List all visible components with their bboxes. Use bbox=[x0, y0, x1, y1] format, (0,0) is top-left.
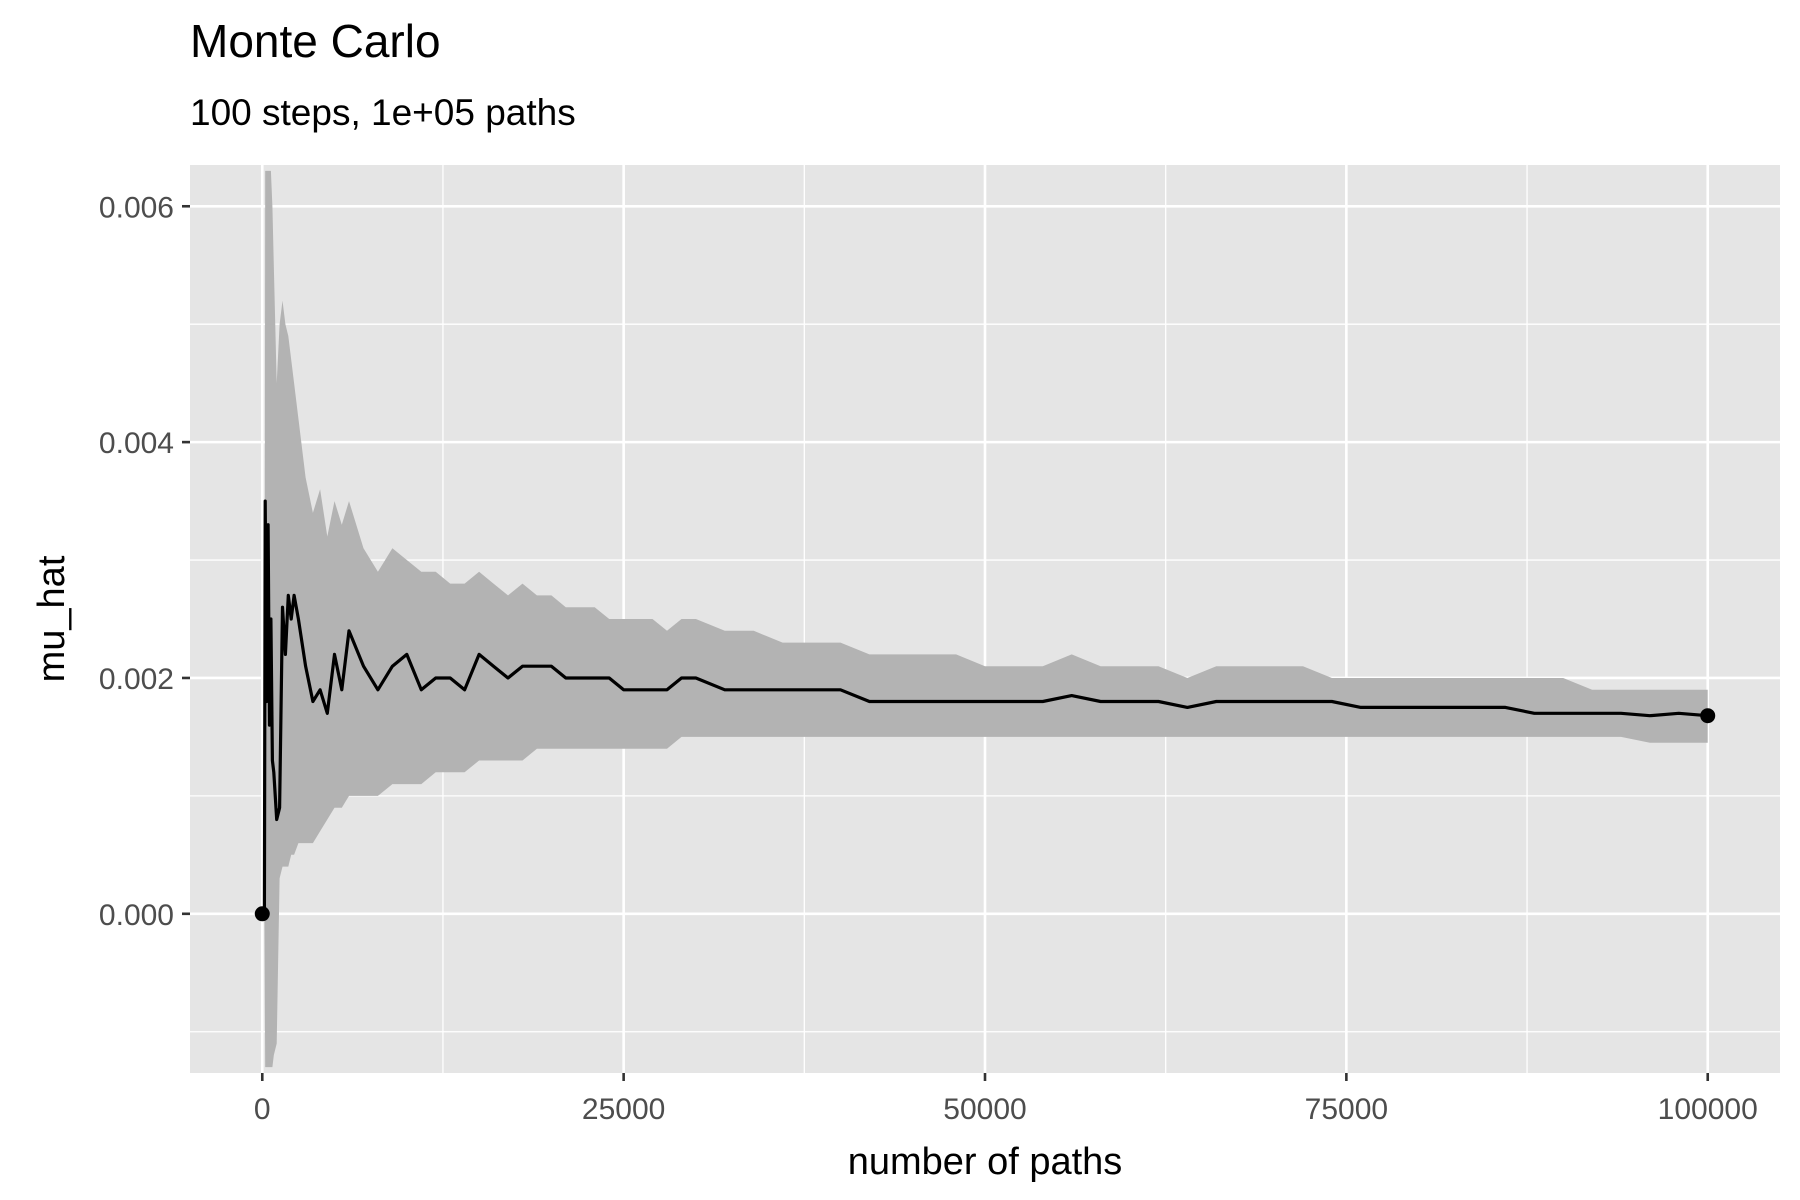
endpoint-marker bbox=[1700, 708, 1716, 724]
x-tick-label: 0 bbox=[254, 1093, 271, 1126]
y-tick-label: 0.006 bbox=[99, 191, 174, 224]
mu-hat-line bbox=[262, 499, 1708, 916]
endpoint-markers bbox=[254, 708, 1716, 922]
endpoint-marker bbox=[254, 906, 270, 922]
x-axis: 0 25000 50000 75000 100000 bbox=[254, 1073, 1758, 1126]
y-tick-label: 0.002 bbox=[99, 663, 174, 696]
x-tick-label: 25000 bbox=[582, 1093, 665, 1126]
y-tick-label: 0.004 bbox=[99, 427, 174, 460]
chart-subtitle: 100 steps, 1e+05 paths bbox=[190, 92, 576, 133]
confidence-band bbox=[262, 170, 1708, 1068]
x-tick-label: 75000 bbox=[1305, 1093, 1388, 1126]
chart-title: Monte Carlo bbox=[190, 15, 441, 67]
x-axis-title: number of paths bbox=[848, 1141, 1123, 1183]
y-axis: 0.000 0.002 0.004 0.006 bbox=[99, 191, 190, 932]
x-tick-label: 100000 bbox=[1658, 1093, 1758, 1126]
y-tick-label: 0.000 bbox=[99, 899, 174, 932]
y-axis-title: mu_hat bbox=[31, 555, 73, 682]
x-tick-label: 50000 bbox=[943, 1093, 1026, 1126]
